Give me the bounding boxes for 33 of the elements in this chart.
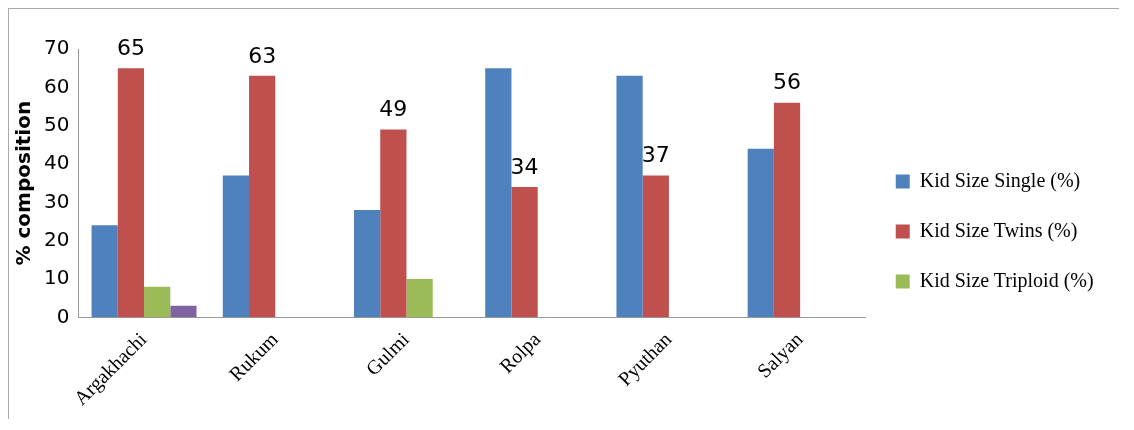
bar — [222, 175, 250, 318]
data-label: 34 — [510, 153, 539, 179]
data-label: 65 — [116, 34, 145, 60]
y-tick-label: 0 — [56, 303, 70, 328]
bar — [616, 75, 643, 318]
bar — [642, 175, 669, 318]
bar — [249, 75, 276, 318]
legend-label: Kid Size Triploid (%) — [919, 268, 1094, 292]
data-label: 49 — [379, 96, 408, 122]
bar — [117, 68, 145, 318]
legend-label: Kid Size Single (%) — [919, 168, 1081, 192]
bar — [380, 129, 407, 318]
bar — [91, 225, 118, 318]
legend-label: Kid Size Twins (%) — [919, 218, 1078, 242]
bar — [511, 186, 538, 318]
y-tick-label: 40 — [44, 150, 70, 175]
y-tick-label: 50 — [44, 111, 70, 136]
bar — [485, 68, 512, 318]
bar — [773, 102, 801, 318]
bar — [406, 278, 433, 318]
y-tick-label: 10 — [44, 265, 70, 290]
bar — [170, 305, 197, 318]
data-label: 37 — [641, 142, 670, 168]
y-axis-title: % composition — [11, 100, 36, 266]
y-tick-label: 20 — [44, 226, 70, 251]
y-tick-label: 60 — [44, 73, 70, 98]
y-tick-label: 30 — [44, 188, 70, 213]
y-tick-label: 70 — [44, 35, 70, 60]
data-label: 63 — [248, 42, 277, 68]
bar — [354, 209, 381, 318]
bar — [144, 286, 171, 318]
bar — [747, 148, 774, 318]
data-label: 56 — [773, 69, 802, 95]
